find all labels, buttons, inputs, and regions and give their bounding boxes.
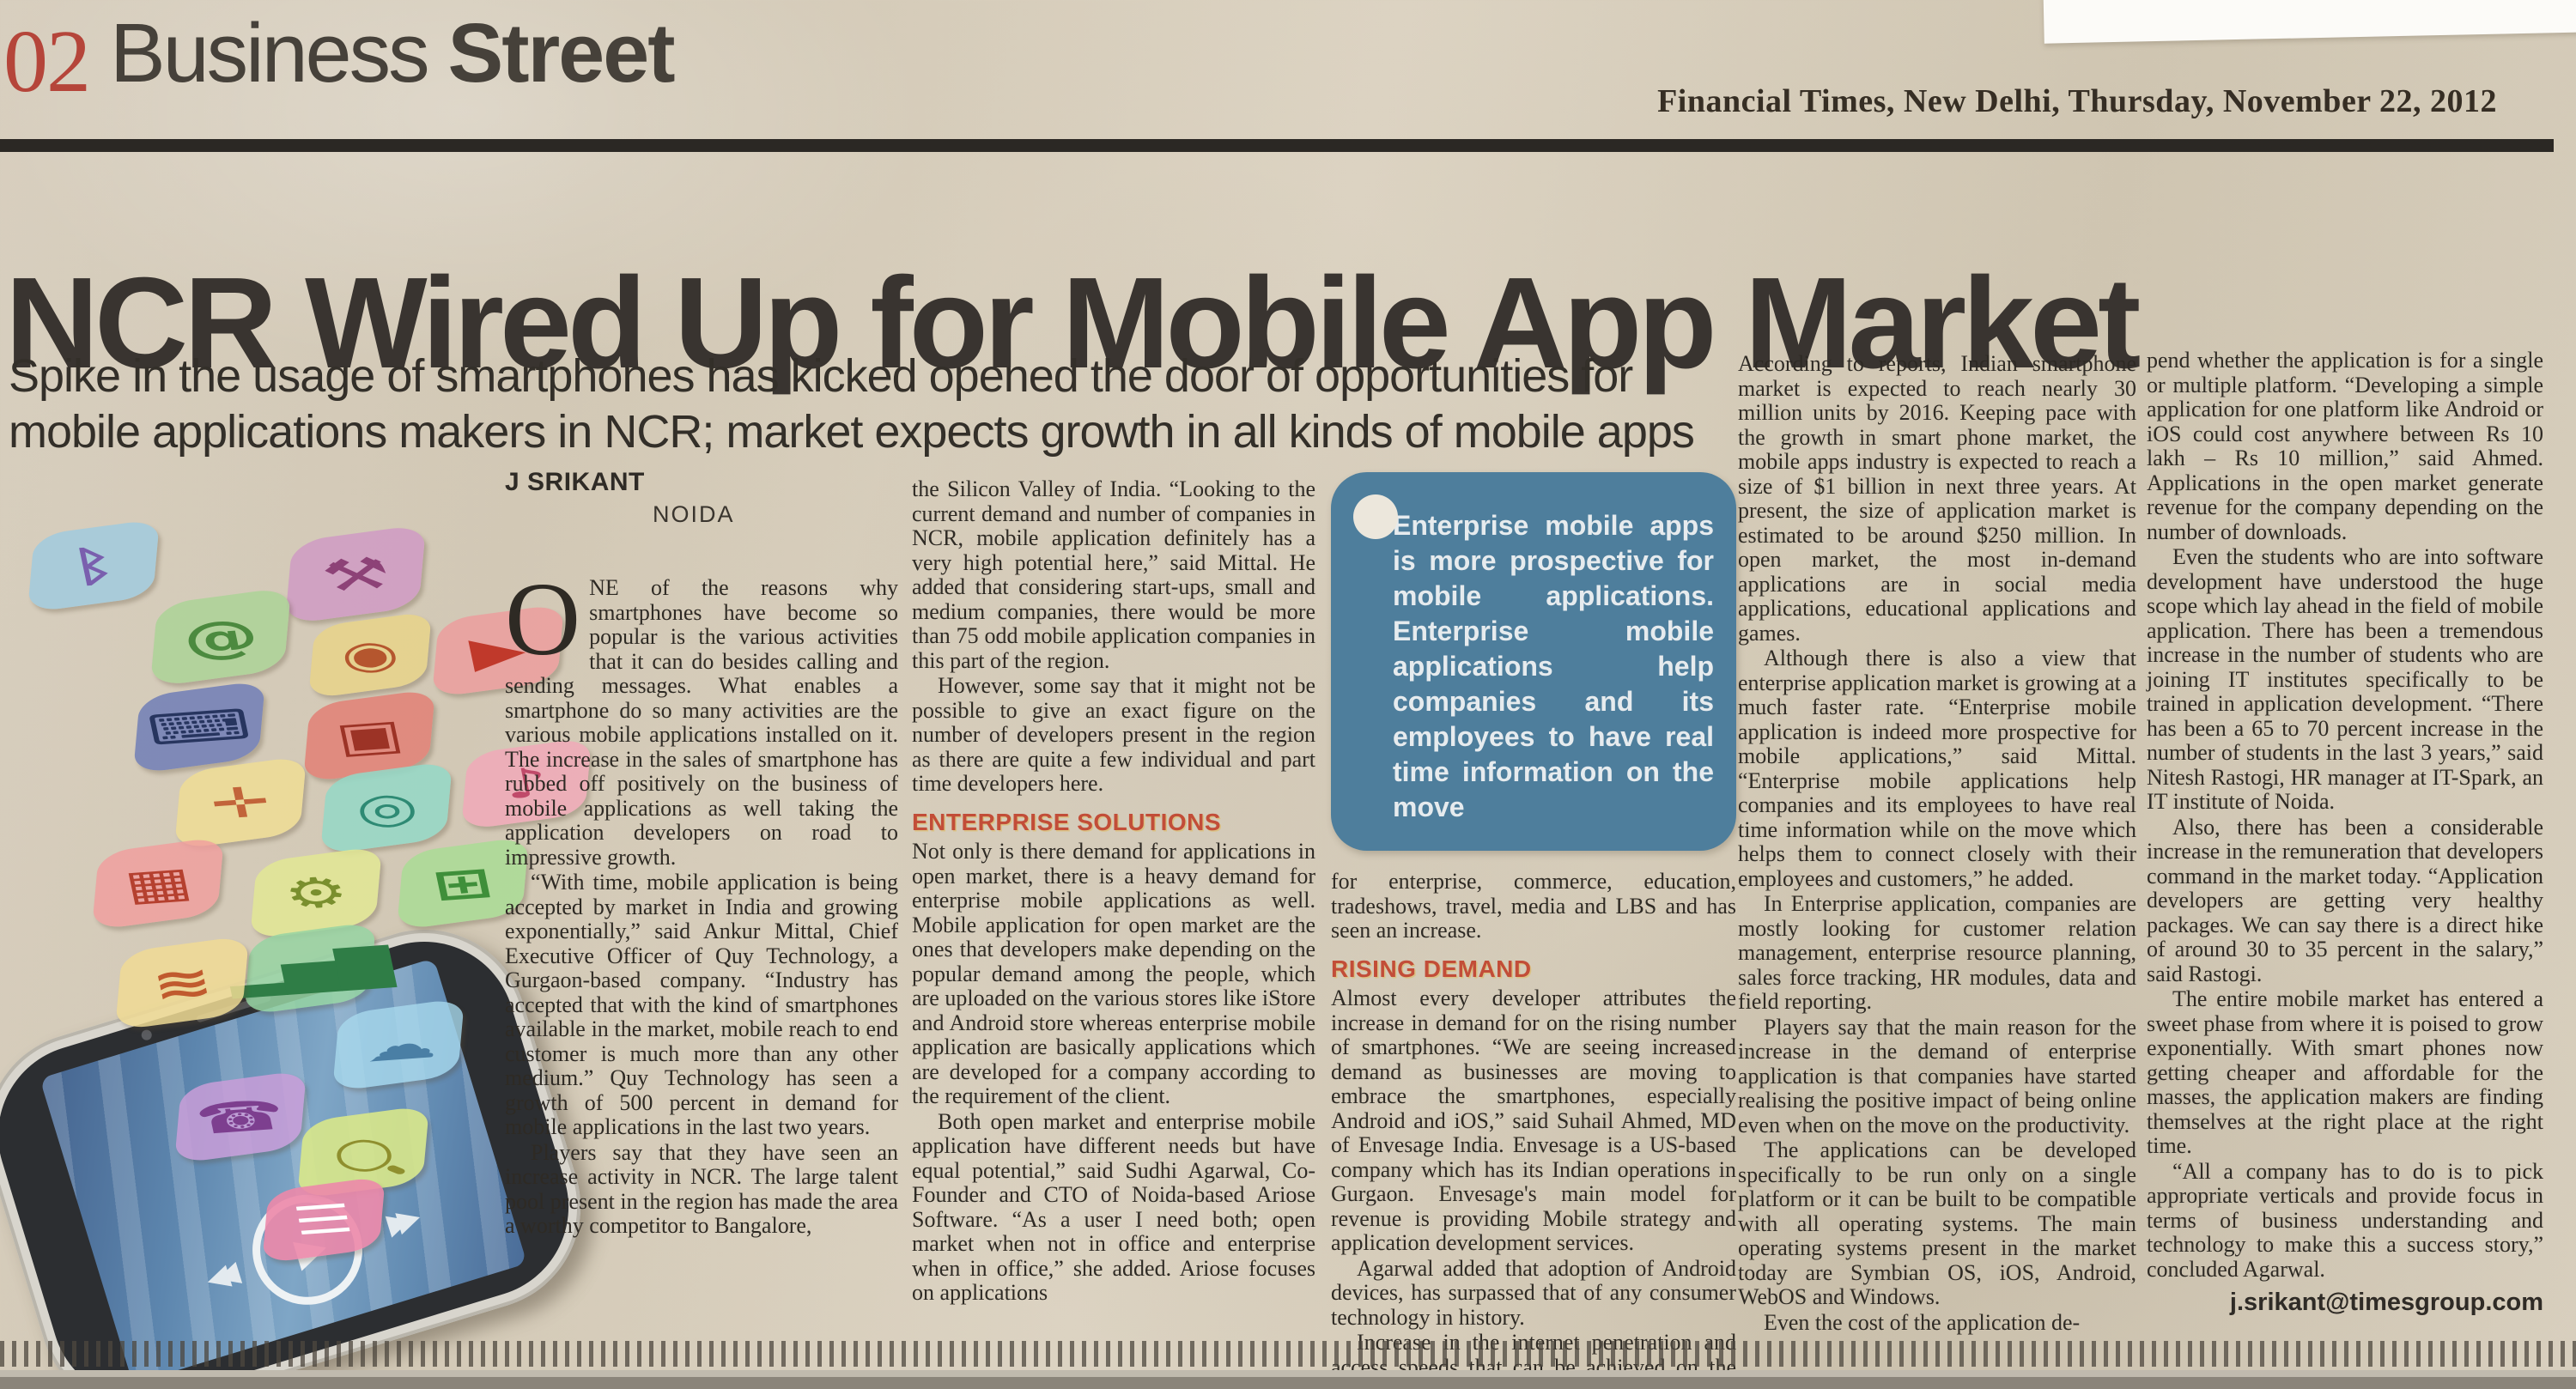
byline-location: NOIDA — [653, 500, 735, 527]
paragraph: Both open market and enterprise mobile a… — [912, 1108, 1315, 1305]
paragraph: Although there is also a view that enter… — [1738, 646, 2136, 891]
paragraph: Players say that they have seen an incre… — [505, 1139, 898, 1238]
dateline: Financial Times, New Delhi, Thursday, No… — [1657, 83, 2497, 119]
paragraph: for enterprise, commerce, education, tra… — [1331, 869, 1736, 943]
phone-handset-icon: ☎ — [173, 1069, 307, 1164]
pull-quote-text: Enterprise mobile apps is more prospecti… — [1393, 510, 1714, 822]
bottom-edge-dark — [0, 1377, 2576, 1389]
laptop-icon: ⌨ — [132, 679, 266, 774]
headline: NCR Wired Up for Mobile App Market — [5, 250, 2141, 396]
paragraph: the Silicon Valley of India. “Looking to… — [912, 476, 1315, 673]
paragraph: In Enterprise application, companies are… — [1738, 891, 2136, 1014]
paragraph: pend whether the application is for a si… — [2147, 348, 2543, 544]
masthead-rule — [0, 139, 2554, 152]
column-2: the Silicon Valley of India. “Looking to… — [912, 476, 1315, 1306]
paragraph: Players say that the main reason for the… — [1738, 1014, 2136, 1137]
smartphone-apps-illustration: ◀◀ ▶ ▶▶ ᛒ⚒@◉▶⌨▣✛◎♪▦⚙⊞▂▅▇≋☁☎○☰ — [0, 488, 606, 1389]
column-4: According to reports, Indian smartphone … — [1738, 351, 2136, 1335]
section-title-regular: Business — [110, 6, 430, 100]
pull-quote-box: Enterprise mobile apps is more prospecti… — [1331, 472, 1736, 851]
paragraph: According to reports, Indian smartphone … — [1738, 351, 2136, 646]
app-icons-layer: ᛒ ⚒ @ ◉ ▶ ⌨ ▣ ✛ ◎ ♪ ▦ ⚙ ⊞ ▂▅▇ ≋ ☁ ☎ ○ ☰ — [0, 488, 592, 1384]
article-body: Spike in the usage of smartphones has ki… — [0, 343, 2576, 1389]
paragraph: However, some say that it might not be p… — [912, 673, 1315, 796]
tools-icon: ⚒ — [284, 524, 427, 625]
paragraph: Agarwal added that adoption of Android d… — [1331, 1255, 1736, 1330]
chat-bubble-icon: ☰ — [261, 1175, 386, 1265]
column-3: Enterprise mobile apps is more prospecti… — [1331, 472, 1736, 1389]
email-at-icon: @ — [150, 586, 292, 688]
section-title: Business Street — [110, 5, 676, 101]
calculator-icon: ▦ — [91, 836, 225, 931]
section-title-bold: Street — [447, 6, 676, 100]
paragraph: The entire mobile market has entered a s… — [2147, 986, 2543, 1158]
paragraph: Even the cost of the application de- — [1764, 1309, 2081, 1335]
paragraph: The applications can be developed specif… — [1738, 1137, 2136, 1309]
bottom-edge-light — [0, 1370, 2576, 1377]
byline: J SRIKANT NOIDA — [505, 470, 898, 526]
drop-cap: O — [505, 561, 581, 677]
standfirst: Spike in the usage of smartphones has ki… — [9, 350, 1695, 458]
paragraph: Even the students who are into software … — [2147, 544, 2543, 814]
bottom-tick-ruler — [0, 1341, 2576, 1367]
page-number: 02 — [3, 12, 91, 111]
masthead: 02 Business Street Financial Times, New … — [0, 0, 2576, 137]
paragraph: Also, there has been a considerable incr… — [2147, 814, 2543, 986]
section-heading-enterprise-solutions: ENTERPRISE SOLUTIONS — [912, 808, 1222, 835]
paragraph: “With time, mobile application is being … — [505, 870, 898, 1139]
video-camera-icon: ◉ — [308, 610, 433, 700]
section-heading-rising-demand: RISING DEMAND — [1331, 955, 1532, 982]
gears-icon: ⚙ — [250, 845, 383, 940]
bullet-dot-icon — [1353, 494, 1398, 539]
author-email: j.srikant@timesgroup.com — [2229, 1289, 2543, 1316]
column-1: J SRIKANT NOIDA O NE of the reasons why s… — [505, 470, 898, 1239]
column-5: pend whether the application is for a si… — [2147, 348, 2543, 1316]
paragraph: “All a company has to do is to pick appr… — [2147, 1158, 2543, 1282]
paragraph: O NE of the reasons why smartphones have … — [505, 561, 898, 870]
wifi-icon: ≋ — [115, 935, 250, 1031]
paragraph: Not only is there demand for application… — [912, 839, 1315, 1108]
bar-chart-icon: ▂▅▇ — [223, 921, 397, 1016]
paragraph: Almost every developer attributes the in… — [1331, 986, 1736, 1255]
byline-author: J SRIKANT — [505, 468, 645, 496]
cloud-bug-icon: ☁ — [331, 998, 465, 1093]
bluetooth-icon: ᛒ — [27, 518, 161, 613]
wrench-icon: ✛ — [173, 755, 307, 851]
